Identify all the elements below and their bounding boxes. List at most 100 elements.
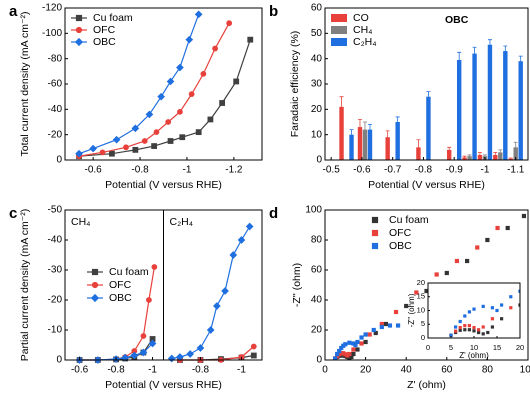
- marker: [245, 222, 254, 231]
- bar: [367, 129, 373, 160]
- marker: [206, 326, 215, 334]
- y-tick-label: 30: [311, 79, 323, 90]
- inset-y-label: -Z'' (ohm): [407, 293, 416, 327]
- marker: [500, 317, 504, 321]
- marker: [458, 325, 462, 330]
- legend-label: OFC: [93, 24, 116, 36]
- marker: [477, 330, 481, 335]
- y-tick-label: 0: [316, 155, 322, 166]
- x-tick-label: -1: [182, 165, 191, 176]
- error-bar: [467, 154, 472, 157]
- y-tick-label: 80: [311, 235, 323, 246]
- x-tick-label: 40: [401, 365, 413, 376]
- marker: [233, 78, 240, 85]
- error-bar: [385, 130, 390, 138]
- marker: [250, 352, 257, 359]
- x-tick-label: -0.6: [353, 165, 371, 176]
- bar: [467, 156, 472, 160]
- y-tick-label: -100: [42, 28, 62, 39]
- marker: [195, 129, 202, 136]
- y-tick-label: 0: [56, 355, 62, 366]
- marker: [146, 297, 152, 303]
- bar: [456, 59, 462, 160]
- inset-axes: 0 5 10 15 20 0 5 10 15 20: [417, 278, 525, 352]
- y-tick-label: -40: [48, 235, 63, 246]
- marker: [395, 323, 401, 328]
- marker: [157, 92, 165, 101]
- bar: [503, 51, 508, 160]
- error-bar: [426, 91, 431, 97]
- marker: [414, 290, 419, 295]
- x-tick-label: -0.9: [446, 165, 464, 176]
- marker: [481, 332, 485, 336]
- marker: [355, 339, 360, 345]
- panel-title: CH₄: [71, 216, 90, 228]
- error-bar: [416, 139, 421, 148]
- x-tick-label: 10: [470, 343, 478, 352]
- panel-label: b: [269, 3, 278, 20]
- marker: [444, 270, 449, 276]
- marker: [467, 324, 471, 328]
- marker: [505, 225, 510, 231]
- bar: [487, 44, 493, 160]
- error-bar: [513, 141, 518, 148]
- y-axis-label: Total current density (mA cm⁻²): [19, 12, 31, 157]
- marker: [194, 10, 203, 19]
- marker: [237, 236, 246, 244]
- x-tick-label: -1.2: [225, 165, 243, 176]
- panel-label: d: [269, 205, 278, 222]
- y-tick-label: -120: [42, 3, 62, 14]
- x-tick-label: 20: [516, 343, 524, 352]
- error-bar: [462, 155, 467, 158]
- y-tick-label: -50: [48, 205, 63, 216]
- marker: [490, 325, 494, 329]
- x-tick-label: -0.7: [384, 165, 402, 176]
- legend-label: CO: [353, 12, 369, 24]
- legend-label: Cu foam: [109, 266, 149, 278]
- y-tick-label: 0: [316, 355, 322, 366]
- marker: [75, 14, 83, 22]
- error-bar: [395, 116, 400, 122]
- marker: [99, 149, 106, 156]
- bar: [339, 106, 344, 160]
- marker: [454, 329, 458, 333]
- marker: [371, 327, 376, 333]
- y-tick-label: 40: [311, 295, 323, 306]
- x-tick-label: 20: [360, 365, 372, 376]
- marker: [130, 351, 139, 360]
- marker: [363, 339, 368, 345]
- y-tick-label: 20: [417, 278, 425, 287]
- marker: [139, 348, 148, 357]
- x-tick-label: -0.8: [131, 165, 149, 176]
- error-bar: [518, 55, 523, 62]
- x-tick-label: 0: [426, 343, 430, 352]
- bar: [513, 147, 518, 160]
- marker: [153, 129, 160, 136]
- marker: [89, 144, 97, 153]
- marker: [196, 344, 205, 352]
- x-tick-label: -0.6: [85, 165, 103, 176]
- y-tick-label: 60: [311, 3, 323, 14]
- legend-label: OBC: [389, 240, 412, 252]
- marker: [75, 26, 83, 34]
- marker: [490, 317, 494, 321]
- legend-label: OFC: [109, 279, 132, 291]
- marker: [186, 350, 195, 358]
- marker: [347, 340, 352, 345]
- bar: [357, 127, 363, 160]
- marker: [167, 138, 174, 144]
- marker: [393, 309, 399, 315]
- marker: [132, 146, 139, 153]
- marker: [467, 328, 471, 332]
- series-line: [79, 39, 251, 157]
- y-tick-label: -10: [48, 325, 63, 336]
- y-tick-label: 5: [421, 319, 425, 328]
- marker: [212, 45, 218, 52]
- marker: [140, 333, 147, 339]
- y-tick-label: 60: [311, 265, 323, 276]
- marker: [434, 272, 439, 277]
- marker: [495, 225, 500, 231]
- y-tick-label: -40: [48, 104, 63, 115]
- y-axis-label: Partial current density (mA cm⁻²): [19, 209, 31, 362]
- y-tick-label: 0: [421, 333, 425, 342]
